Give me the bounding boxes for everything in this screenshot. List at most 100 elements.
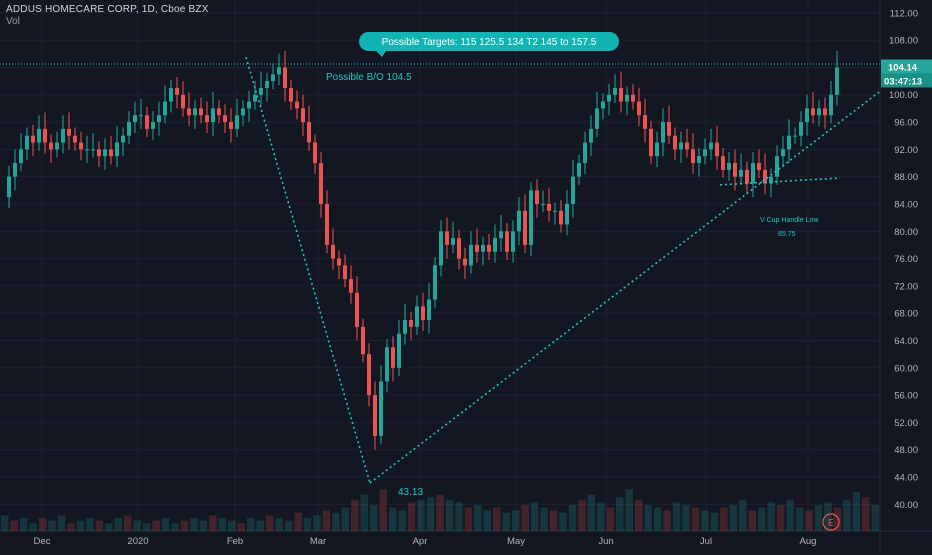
candle-body	[169, 87, 173, 102]
x-tick-label: Aug	[800, 536, 817, 547]
trend-line-decline	[245, 56, 371, 484]
candle-body	[565, 203, 569, 225]
candle-body	[301, 108, 305, 123]
volume-bar	[76, 520, 85, 531]
candle-body	[691, 149, 695, 164]
candle-body	[421, 306, 425, 321]
last-price-tag	[881, 59, 932, 74]
volume-bar	[86, 518, 94, 531]
candle-body	[577, 163, 581, 177]
candle-body	[289, 87, 293, 102]
candle-body	[493, 238, 497, 252]
candle-body	[223, 115, 227, 123]
candle-body	[739, 169, 743, 177]
candle-body	[181, 94, 185, 109]
candle-body	[277, 67, 281, 75]
candle-body	[823, 108, 827, 116]
candle-body	[205, 115, 209, 123]
candle-body	[829, 94, 833, 116]
candle-body	[13, 163, 17, 177]
candle-body	[679, 142, 683, 150]
volume-bar	[228, 520, 236, 531]
y-tick-label: 64.00	[894, 336, 918, 347]
y-tick-label: 112.00	[890, 8, 918, 19]
volume-bar	[540, 507, 548, 531]
candle-body	[571, 176, 575, 204]
candle-body	[529, 190, 533, 245]
candle-body	[583, 142, 587, 164]
candle-body	[463, 258, 467, 266]
volume-bar	[587, 494, 596, 531]
y-tick-label: 60.00	[894, 363, 918, 374]
candle-body	[151, 122, 155, 129]
volume-bar	[417, 499, 425, 531]
candle-body	[397, 333, 401, 368]
volume-bar	[748, 510, 756, 531]
candle-body	[553, 210, 557, 212]
candle-body	[253, 94, 257, 102]
candle-body	[781, 149, 785, 157]
candle-body	[19, 149, 23, 164]
volume-bar	[483, 510, 492, 531]
candle-body	[355, 292, 359, 327]
volume-bar	[180, 520, 189, 531]
y-tick-label: 52.00	[894, 418, 918, 429]
volume-bar	[275, 518, 283, 531]
volume-bar	[161, 518, 170, 531]
candle-body	[799, 122, 803, 136]
volume-bar	[10, 520, 18, 531]
volume-bar	[19, 518, 28, 531]
candle-body	[25, 135, 29, 150]
volume-bar	[653, 507, 662, 531]
countdown-tag	[881, 73, 932, 88]
x-tick-label: Apr	[413, 536, 428, 547]
volume-bar	[398, 510, 406, 531]
volume-bar	[218, 518, 227, 531]
candle-body	[649, 128, 653, 157]
volume-bar	[67, 523, 75, 531]
candle-body	[49, 142, 53, 150]
candle-body	[433, 265, 437, 300]
y-tick-label: 92.00	[894, 145, 918, 156]
volume-bar	[341, 507, 350, 531]
candle-body	[811, 108, 815, 116]
candle-body	[229, 122, 233, 129]
candle-body	[523, 210, 527, 245]
volume-bar	[142, 523, 151, 531]
volume-label: Vol	[6, 16, 20, 27]
candle-body	[211, 108, 215, 123]
volume-bar	[625, 489, 633, 531]
y-tick-label: 84.00	[894, 199, 918, 210]
volume-bar	[493, 507, 501, 531]
candle-body	[655, 142, 659, 157]
candle-body	[601, 101, 605, 109]
candle-body	[805, 108, 809, 123]
candle-body	[637, 101, 641, 116]
volume-bar	[284, 520, 293, 531]
volume-bar	[171, 523, 179, 531]
candle-body	[607, 94, 611, 102]
candle-body	[361, 326, 365, 355]
volume-bar	[814, 505, 823, 531]
volume-bar	[530, 502, 539, 531]
volume-bar	[805, 510, 813, 531]
candle-body	[373, 395, 377, 437]
volume-bar	[105, 523, 113, 531]
candle-body	[193, 108, 197, 116]
volume-bar	[729, 505, 738, 531]
candle-body	[697, 156, 701, 164]
volume-bar	[445, 499, 454, 531]
candle-body	[61, 128, 65, 143]
volume-bar	[29, 523, 37, 531]
volume-bar	[152, 520, 160, 531]
candle-body	[283, 67, 287, 88]
candle-body	[415, 306, 419, 327]
volume-bar	[436, 494, 444, 531]
candle-body	[757, 163, 761, 170]
candle-body	[559, 210, 563, 225]
candle-body	[685, 142, 689, 150]
volume-bar	[124, 515, 132, 531]
volume-bar	[502, 512, 510, 531]
